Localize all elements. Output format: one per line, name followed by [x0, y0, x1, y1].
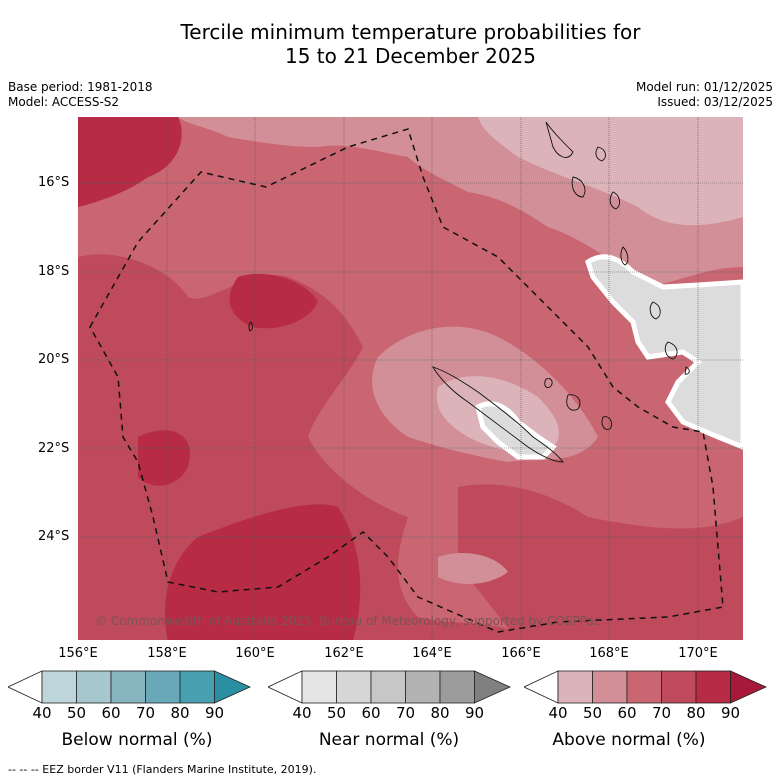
below-tick-70: 70 [135, 704, 156, 722]
grid-lines [78, 117, 743, 640]
lon-label-166e: 166°E [501, 646, 541, 661]
below-tick-50: 50 [66, 704, 87, 722]
vanuatu-island-5 [620, 246, 629, 266]
colorbar-below-segment-3 [110, 670, 146, 704]
above-tick-80: 80 [686, 704, 706, 722]
lat-label-16s: 16°S [38, 175, 70, 190]
colorbar-below-segment-5 [179, 670, 215, 704]
title-line-1: Tercile minimum temperature probabilitie… [180, 20, 641, 44]
new-caledonia-island [432, 366, 564, 463]
colorbar-near-segment-1 [301, 670, 337, 704]
vanuatu-island-4 [609, 191, 620, 210]
lat-label-18s: 18°S [38, 264, 70, 279]
colorbar-above-segment-3 [626, 670, 662, 704]
colorbar-below-segment-2 [76, 670, 112, 704]
loyalty-island-1 [544, 378, 553, 388]
vanuatu-island-7 [664, 341, 678, 360]
colorbar-below-upper-cap [214, 670, 251, 704]
below-tick-40: 40 [32, 704, 52, 722]
probability-map [78, 117, 743, 640]
model-run: Model run: 01/12/2025 [635, 80, 773, 94]
above-tick-60: 60 [617, 704, 637, 722]
lon-label-158e: 158°E [147, 646, 187, 661]
loyalty-island-3 [601, 416, 613, 430]
title-line-2: 15 to 21 December 2025 [284, 44, 536, 68]
eez-footnote: -- -- -- EEZ border V11 (Flanders Marine… [8, 763, 317, 776]
lon-label-160e: 160°E [235, 646, 275, 661]
legend-title-below: Below normal (%) [61, 730, 213, 750]
band-90-northwest [78, 117, 182, 207]
near-tick-50: 50 [326, 704, 347, 722]
colorbar-near-segment-3 [370, 670, 406, 704]
vanuatu-island-3 [595, 146, 606, 162]
colorbar-near-normal [267, 670, 511, 704]
loyalty-island-2 [566, 394, 581, 411]
legend-near-normal: 40 50 60 70 80 90 Near normal (%) [267, 670, 513, 750]
near-tick-40: 40 [292, 704, 312, 722]
meta-right: Model run: 01/12/2025 Issued: 03/12/2025 [636, 80, 773, 110]
lon-label-170e: 170°E [678, 646, 718, 661]
near-tick-60: 60 [361, 704, 381, 722]
colorbar-above-segment-5 [695, 670, 731, 704]
colorbar-below-lower-cap [7, 670, 43, 704]
lat-label-24s: 24°S [38, 529, 70, 544]
copyright-notice: © Commonwealth of Australia 2025, Bureau… [95, 614, 601, 628]
base-period: Base period: 1981-2018 [8, 80, 153, 94]
chart-title: Tercile minimum temperature probabilitie… [0, 20, 781, 68]
near-normal-new-caledonia [475, 401, 557, 460]
above-tick-70: 70 [651, 704, 672, 722]
colorbar-near-lower-cap [267, 670, 303, 704]
band-90-southwest [138, 430, 190, 486]
near-tick-80: 80 [430, 704, 450, 722]
band-80-west [78, 254, 528, 640]
above-tick-40: 40 [548, 704, 568, 722]
eez-border [89, 128, 724, 633]
lon-label-168e: 168°E [589, 646, 629, 661]
band-90-center [229, 273, 318, 329]
lon-label-162e: 162°E [324, 646, 364, 661]
legend-title-above: Above normal (%) [552, 730, 706, 750]
colorbar-below-normal [7, 670, 251, 704]
vanuatu-island-1 [545, 121, 574, 158]
colorbar-below-segment-1 [41, 670, 77, 704]
below-tick-80: 80 [170, 704, 190, 722]
map-svg [78, 117, 743, 640]
legend-title-near: Near normal (%) [318, 730, 460, 750]
colorbar-near-segment-4 [405, 670, 441, 704]
lat-label-22s: 22°S [38, 441, 70, 456]
colorbar-below-segment-4 [145, 670, 181, 704]
small-island-east [684, 366, 690, 375]
band-90-south [164, 504, 361, 640]
band-60-south [438, 552, 508, 584]
colorbar-near-segment-5 [439, 670, 475, 704]
model-name: Model: ACCESS-S2 [8, 95, 120, 109]
land-outlines [248, 121, 690, 463]
colorbar-near-segment-2 [336, 670, 372, 704]
lat-label-20s: 20°S [38, 352, 70, 367]
colorbar-above-upper-cap [730, 670, 767, 704]
band-80-east [458, 484, 743, 640]
lon-label-164e: 164°E [412, 646, 452, 661]
meta-left: Base period: 1981-2018 Model: ACCESS-S2 [8, 80, 153, 110]
colorbar-above-segment-2 [592, 670, 628, 704]
colorbar-above-lower-cap [523, 670, 559, 704]
below-tick-60: 60 [101, 704, 121, 722]
colorbar-above-segment-4 [661, 670, 697, 704]
vanuatu-island-2 [571, 176, 586, 198]
above-tick-90: 90 [720, 704, 741, 722]
issued-date: Issued: 03/12/2025 [657, 95, 773, 109]
lon-label-156e: 156°E [58, 646, 98, 661]
near-tick-70: 70 [395, 704, 416, 722]
colorbar-near-upper-cap [474, 670, 511, 704]
above-tick-50: 50 [582, 704, 603, 722]
colorbar-above-normal [523, 670, 767, 704]
near-tick-90: 90 [464, 704, 485, 722]
band-50-northeast [478, 117, 743, 226]
legend-below-normal: 40 50 60 70 80 90 Below normal (%) [7, 670, 253, 750]
legend-above-normal: 40 50 60 70 80 90 Above normal (%) [523, 670, 769, 750]
small-island-west [248, 321, 253, 332]
below-tick-90: 90 [204, 704, 225, 722]
colorbar-above-segment-1 [557, 670, 593, 704]
vanuatu-island-6 [649, 301, 661, 320]
